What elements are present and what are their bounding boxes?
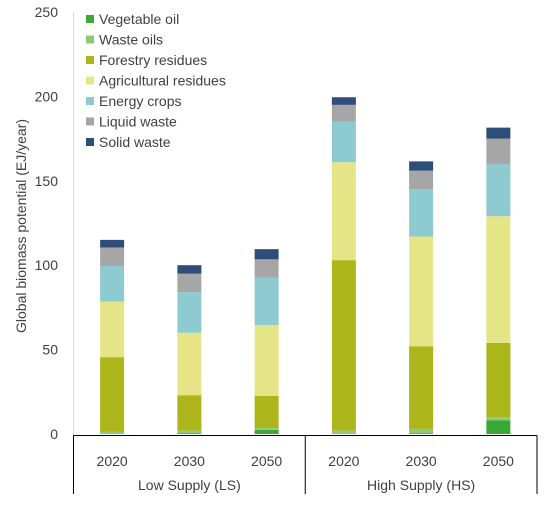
legend-swatch bbox=[86, 117, 94, 126]
bar-segment-waste-oils bbox=[100, 431, 125, 434]
bar-segment-energy-crops bbox=[486, 163, 511, 217]
x-tick-label: 2030 bbox=[406, 453, 437, 469]
bar-segment-energy-crops bbox=[100, 266, 125, 302]
y-tick-label: 200 bbox=[35, 88, 59, 104]
bars bbox=[100, 97, 511, 434]
legend-label: Energy crops bbox=[99, 93, 181, 109]
bar-segment-waste-oils bbox=[409, 428, 434, 434]
bar-segment-waste-oils bbox=[177, 430, 202, 434]
bar-segment-liquid-waste bbox=[177, 273, 202, 293]
legend-swatch bbox=[86, 76, 94, 85]
y-tick-label: 250 bbox=[35, 4, 59, 20]
bar-segment-liquid-waste bbox=[409, 170, 434, 190]
bar-segment-waste-oils bbox=[254, 428, 279, 430]
legend-swatch bbox=[86, 97, 94, 105]
bar-segment-agricultural-residues bbox=[254, 325, 279, 397]
y-tick-label: 100 bbox=[35, 257, 59, 273]
bar-segment-solid-waste bbox=[254, 249, 279, 260]
bar-segment-solid-waste bbox=[409, 161, 434, 171]
legend-swatch bbox=[86, 138, 94, 146]
bar-segment-solid-waste bbox=[100, 239, 125, 248]
bar-segment-liquid-waste bbox=[486, 138, 511, 164]
y-tick-label: 0 bbox=[50, 426, 58, 442]
bar-segment-energy-crops bbox=[409, 189, 434, 237]
bar-segment-forestry-residues bbox=[254, 396, 279, 429]
legend-label: Liquid waste bbox=[99, 114, 177, 130]
bar-segment-vegetable-oil bbox=[254, 429, 279, 434]
bar-segment-forestry-residues bbox=[409, 346, 434, 429]
y-tick-label: 150 bbox=[35, 173, 59, 189]
bar-segment-solid-waste bbox=[486, 127, 511, 139]
x-axis: 2020 2030 2050 2020 2030 2050 Low Supply (LS) H… bbox=[73, 435, 538, 494]
bar-segment-agricultural-residues bbox=[100, 301, 125, 358]
legend-swatch bbox=[86, 35, 94, 44]
bar-segment-liquid-waste bbox=[331, 104, 356, 122]
legend: Vegetable oil Waste oils Forestry residues… bbox=[86, 11, 226, 150]
bar-segment-forestry-residues bbox=[486, 342, 511, 418]
bar-segment-forestry-residues bbox=[177, 395, 202, 431]
bar-segment-liquid-waste bbox=[254, 259, 279, 278]
x-tick-label: 2020 bbox=[328, 453, 359, 469]
group-label: Low Supply (LS) bbox=[138, 477, 241, 493]
legend-label: Solid waste bbox=[99, 134, 171, 150]
legend-label: Agricultural residues bbox=[99, 73, 226, 89]
legend-label: Vegetable oil bbox=[99, 11, 179, 27]
legend-label: Waste oils bbox=[99, 32, 163, 48]
x-tick-label: 2050 bbox=[483, 453, 514, 469]
bar-segment-vegetable-oil bbox=[177, 433, 202, 434]
bar-segment-agricultural-residues bbox=[177, 332, 202, 396]
bar-segment-energy-crops bbox=[177, 292, 202, 333]
bar-segment-agricultural-residues bbox=[486, 216, 511, 343]
legend-swatch bbox=[86, 56, 94, 64]
bar-segment-vegetable-oil bbox=[409, 433, 434, 434]
y-axis-ticks: 0 50 100 150 200 250 bbox=[35, 4, 59, 442]
bar-segment-vegetable-oil bbox=[486, 420, 511, 434]
x-tick-label: 2020 bbox=[97, 453, 128, 469]
group-label: High Supply (HS) bbox=[367, 477, 475, 493]
bar-segment-solid-waste bbox=[331, 97, 356, 105]
legend-label: Forestry residues bbox=[99, 52, 207, 68]
bar-segment-forestry-residues bbox=[331, 260, 356, 431]
bar-segment-liquid-waste bbox=[100, 247, 125, 267]
bar-segment-agricultural-residues bbox=[331, 162, 356, 261]
bar-segment-solid-waste bbox=[177, 265, 202, 274]
bar-segment-energy-crops bbox=[331, 121, 356, 163]
legend-swatch bbox=[86, 15, 94, 23]
bar-segment-agricultural-residues bbox=[409, 236, 434, 347]
bar-segment-energy-crops bbox=[254, 277, 279, 326]
y-tick-label: 50 bbox=[42, 342, 58, 358]
bar-segment-waste-oils bbox=[331, 430, 356, 434]
x-tick-label: 2030 bbox=[174, 453, 205, 469]
bar-segment-waste-oils bbox=[486, 417, 511, 421]
bar-segment-forestry-residues bbox=[100, 357, 125, 432]
x-tick-label: 2050 bbox=[251, 453, 282, 469]
y-axis-label: Global biomass potential (EJ/year) bbox=[13, 119, 29, 333]
